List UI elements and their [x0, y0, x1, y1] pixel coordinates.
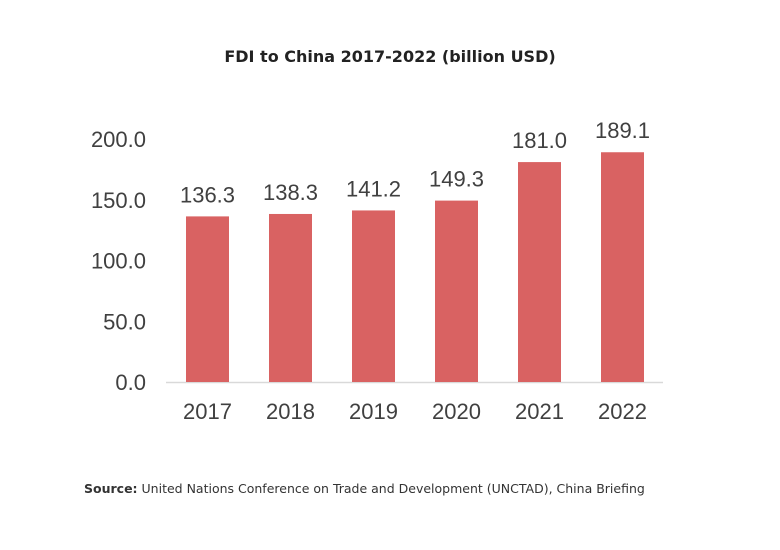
bar-2020 [435, 200, 478, 382]
bar-2019 [352, 210, 395, 382]
bar-2017 [186, 216, 229, 382]
data-label: 136.3 [180, 182, 235, 207]
source-note: Source: United Nations Conference on Tra… [84, 481, 645, 496]
y-tick-label: 200.0 [91, 127, 146, 152]
y-tick-label: 150.0 [91, 188, 146, 213]
data-label: 138.3 [263, 180, 318, 205]
x-tick-label: 2017 [183, 399, 232, 424]
bar-2022 [601, 152, 644, 382]
data-label: 181.0 [512, 128, 567, 153]
x-tick-label: 2020 [432, 399, 481, 424]
y-tick-label: 100.0 [91, 249, 146, 274]
x-tick-label: 2021 [515, 399, 564, 424]
x-tick-label: 2022 [598, 399, 647, 424]
data-label: 189.1 [595, 118, 650, 143]
x-tick-label: 2018 [266, 399, 315, 424]
source-label: Source: [84, 481, 138, 496]
chart-title: FDI to China 2017-2022 (billion USD) [224, 47, 556, 66]
source-text: United Nations Conference on Trade and D… [137, 481, 645, 496]
data-label: 149.3 [429, 167, 484, 192]
y-tick-label: 50.0 [103, 309, 146, 334]
bar-2018 [269, 213, 312, 382]
bar-2021 [518, 162, 561, 382]
y-tick-label: 0.0 [115, 370, 146, 395]
x-tick-label: 2019 [349, 399, 398, 424]
data-label: 141.2 [346, 176, 401, 201]
